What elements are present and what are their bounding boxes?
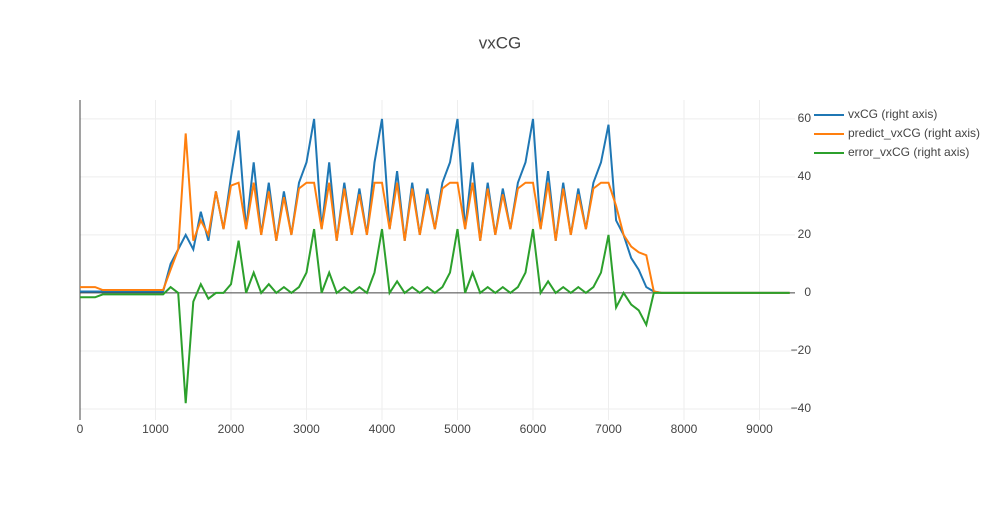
x-tick-label: 8000: [671, 422, 698, 436]
x-tick-label: 6000: [520, 422, 547, 436]
x-tick-label: 3000: [293, 422, 320, 436]
y-tick-label: −20: [791, 343, 812, 357]
y-tick-label: −40: [791, 401, 812, 415]
x-tick-label: 5000: [444, 422, 471, 436]
data-line: [80, 228, 790, 404]
y-tick-label: 0: [804, 285, 811, 299]
x-tick-label: 7000: [595, 422, 622, 436]
x-tick-label: 1000: [142, 422, 169, 436]
x-tick-label: 0: [77, 422, 84, 436]
y-tick-label: 40: [798, 169, 812, 183]
x-tick-label: 2000: [218, 422, 245, 436]
y-tick-label: 20: [798, 227, 812, 241]
legend-label: vxCG (right axis): [848, 107, 937, 121]
x-tick-label: 4000: [369, 422, 396, 436]
x-tick-label: 9000: [746, 422, 773, 436]
legend-label: predict_vxCG (right axis): [848, 126, 980, 140]
data-line: [80, 133, 790, 294]
chart-title: vxCG: [479, 33, 522, 52]
y-tick-label: 60: [798, 111, 812, 125]
legend-label: error_vxCG (right axis): [848, 145, 969, 159]
